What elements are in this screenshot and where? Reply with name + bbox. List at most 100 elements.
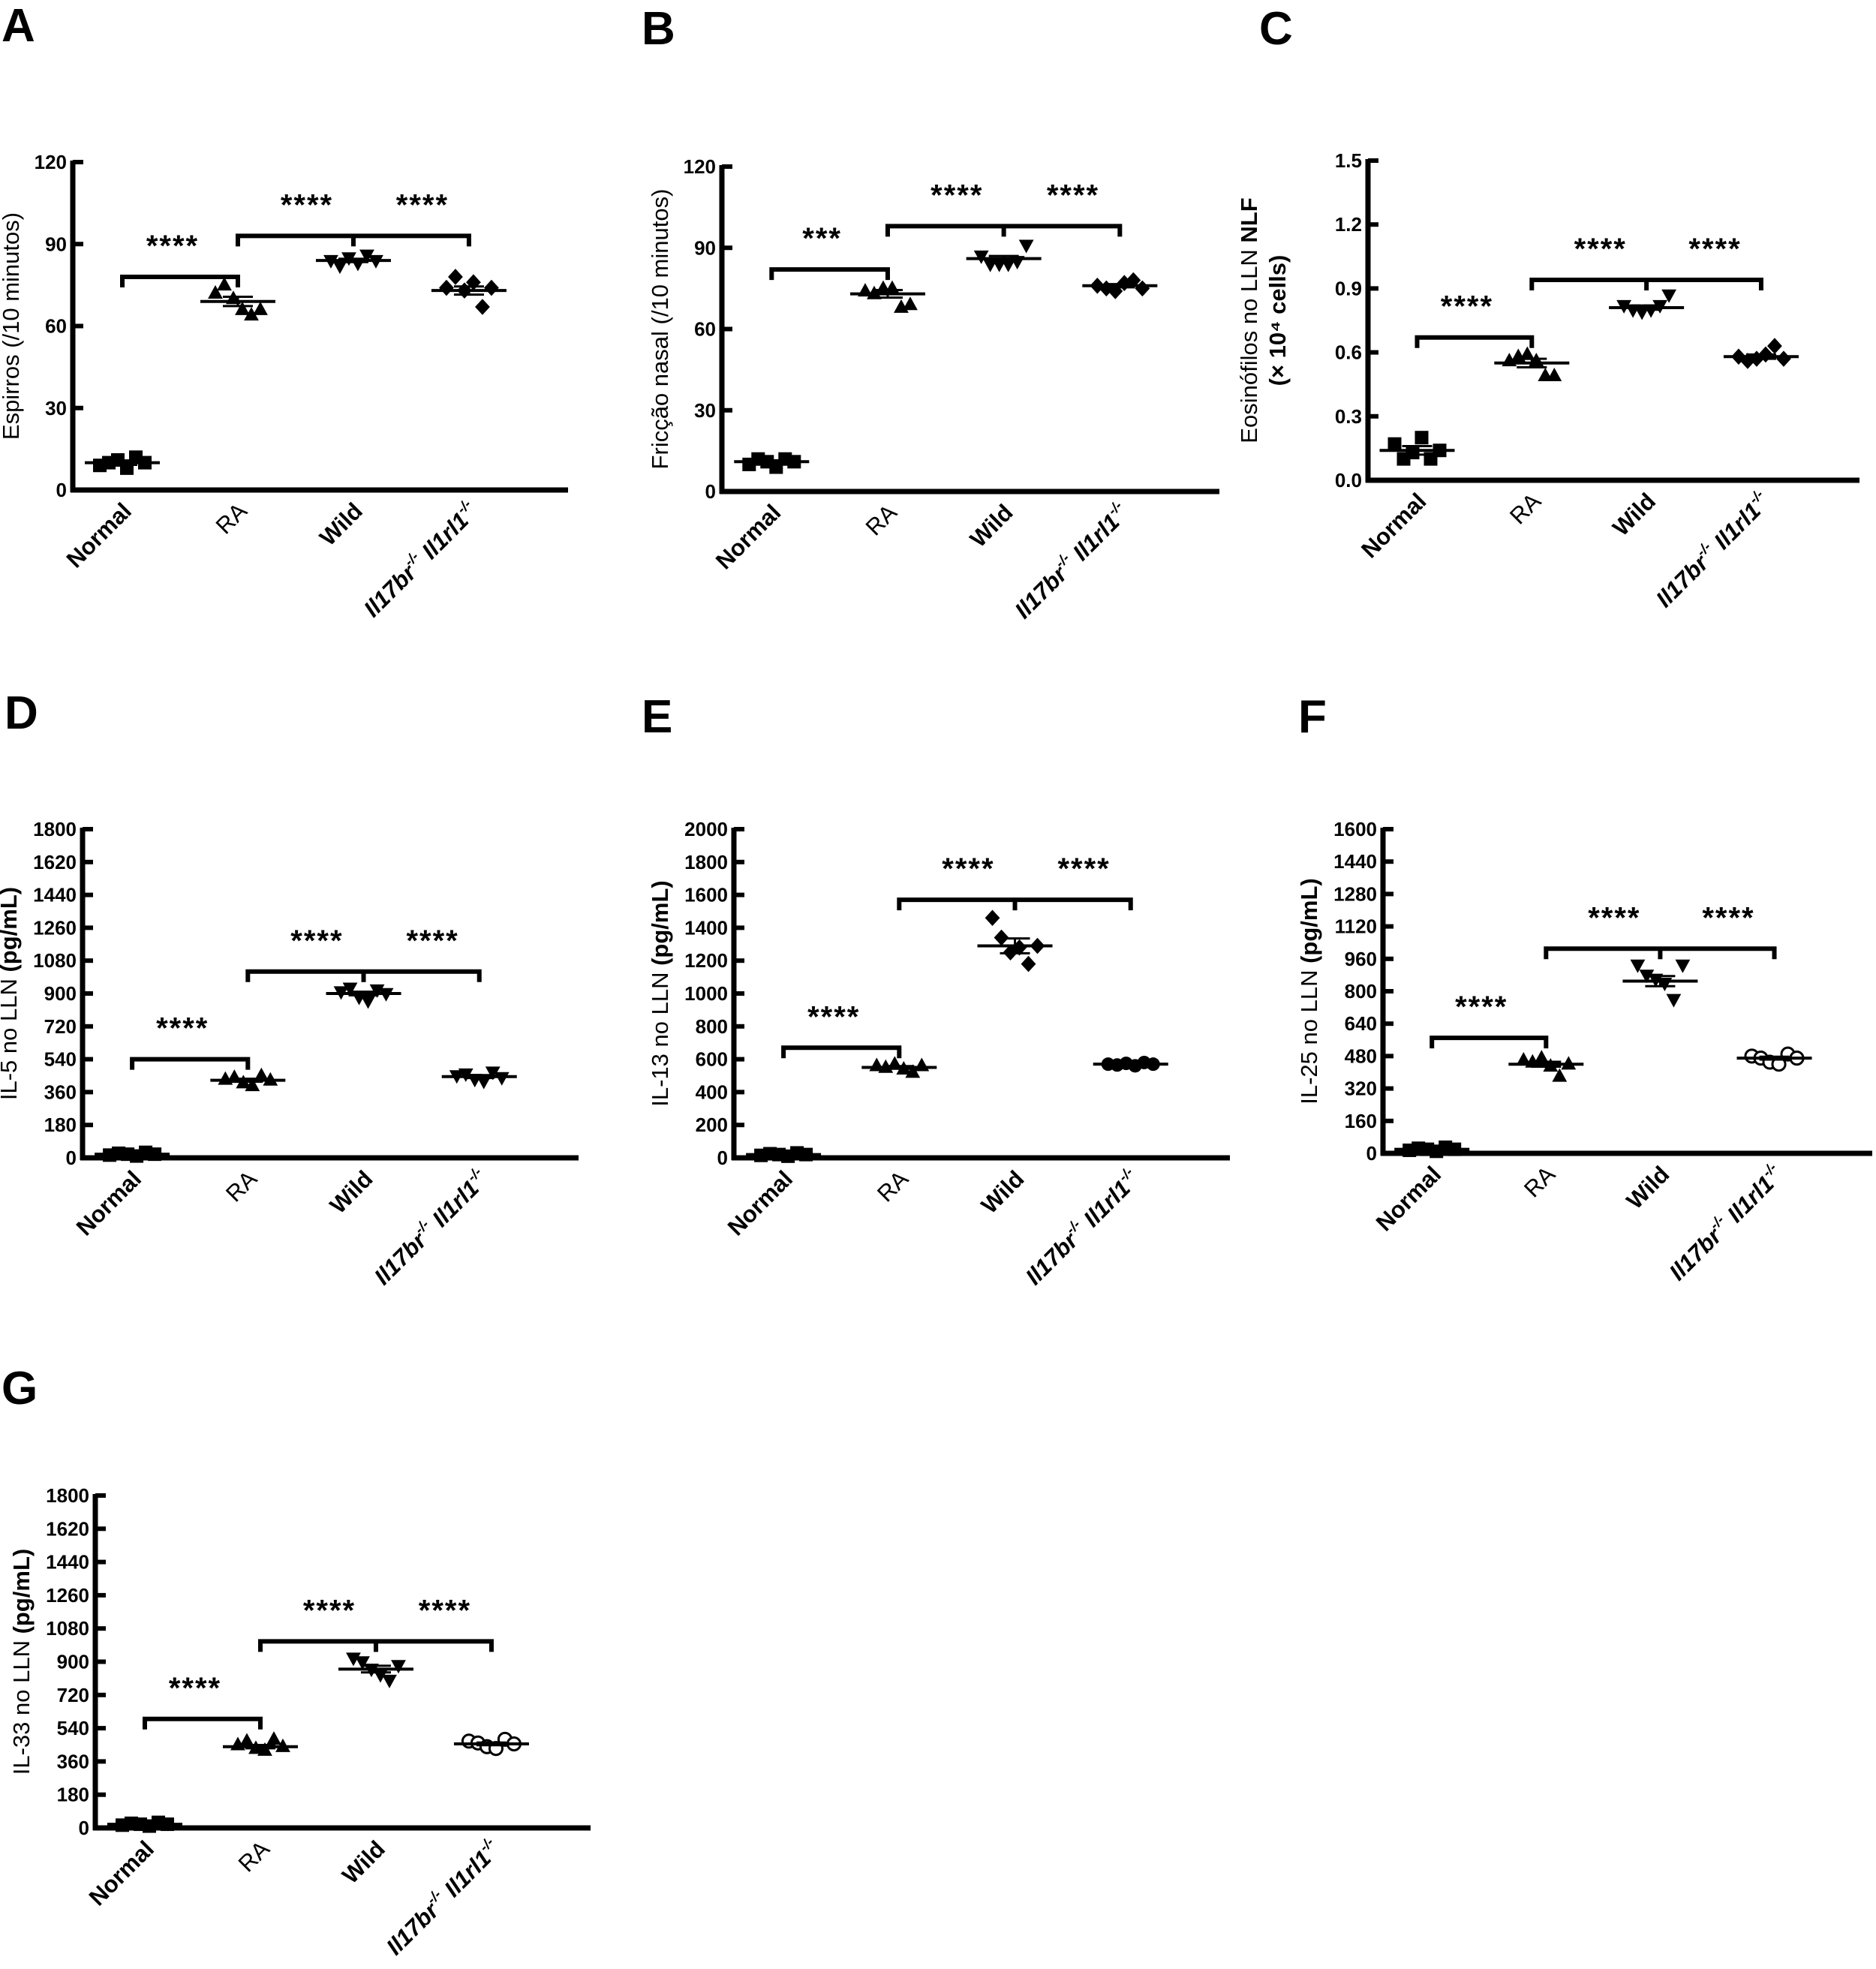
y-tick-label: 90 bbox=[694, 236, 716, 259]
x-tick-label-3: Wild bbox=[1607, 488, 1661, 541]
y-tick-label: 1440 bbox=[33, 884, 77, 906]
y-tick-label: 200 bbox=[696, 1114, 728, 1136]
significance-bracket-2: **** **** bbox=[1529, 233, 1763, 291]
x-tick-label-1: Normal bbox=[1356, 488, 1431, 563]
series-2 bbox=[210, 1067, 286, 1092]
y-axis-label: Eosinófilos no LLN NLF bbox=[1236, 197, 1262, 443]
series-4 bbox=[1736, 1046, 1812, 1072]
data-point bbox=[332, 260, 347, 275]
y-tick-label: 1800 bbox=[33, 818, 77, 840]
data-point bbox=[494, 1072, 510, 1086]
y-tick-label: 360 bbox=[57, 1750, 89, 1772]
series-4 bbox=[1082, 272, 1158, 299]
series-3 bbox=[338, 1652, 413, 1688]
significance-bracket-1: *** bbox=[769, 222, 890, 281]
x-tick-label-3: Wild bbox=[337, 1835, 390, 1889]
x-tick-label-2: RA bbox=[861, 499, 902, 540]
series-1 bbox=[1379, 431, 1455, 466]
series-3 bbox=[966, 239, 1042, 272]
significance-bracket-2: **** **** bbox=[245, 924, 482, 982]
series-1 bbox=[734, 452, 810, 474]
significance-label: **** bbox=[1057, 852, 1110, 885]
data-point bbox=[235, 301, 250, 315]
x-tick-label-1: Normal bbox=[84, 1835, 159, 1910]
data-point bbox=[1126, 272, 1141, 289]
data-point bbox=[1661, 289, 1677, 303]
series-1 bbox=[85, 450, 160, 475]
y-tick-label: 960 bbox=[1345, 948, 1377, 970]
significance-bracket-1: **** bbox=[143, 1672, 263, 1730]
x-tick-label-4: Il17br-/- Il1rl1-/- bbox=[1009, 498, 1134, 624]
series-2 bbox=[849, 280, 925, 313]
y-tick-label: 1.2 bbox=[1335, 213, 1362, 236]
y-tick-label: 1620 bbox=[33, 851, 77, 873]
data-point bbox=[914, 1057, 930, 1072]
data-point bbox=[475, 299, 490, 315]
y-tick-label: 1280 bbox=[1333, 882, 1377, 905]
data-point bbox=[1666, 994, 1682, 1008]
significance-label: **** bbox=[156, 1012, 209, 1045]
y-tick-label: 60 bbox=[45, 315, 67, 338]
data-point bbox=[903, 296, 918, 311]
series-4 bbox=[431, 269, 507, 315]
y-tick-label: 1120 bbox=[1335, 915, 1377, 938]
data-point bbox=[1387, 437, 1402, 451]
data-point bbox=[245, 1078, 260, 1092]
y-axis-label: Fricção nasal (/10 minutos) bbox=[647, 189, 673, 470]
significance-bracket-1: **** bbox=[1430, 991, 1549, 1049]
data-point bbox=[208, 285, 223, 299]
x-tick-label-4: Il17br-/- Il1rl1-/- bbox=[380, 1835, 506, 1960]
y-tick-label: 160 bbox=[1345, 1110, 1377, 1132]
data-point bbox=[1767, 338, 1782, 354]
panel-a: 0 30 60 90 120 Espirros (/10 minutos) Normal RA… bbox=[0, 151, 568, 622]
y-axis-label: IL-33 no LLN (pg/mL) bbox=[8, 1549, 35, 1775]
y-tick-label: 120 bbox=[684, 155, 716, 178]
significance-label: **** bbox=[1441, 290, 1493, 323]
series-2 bbox=[1508, 1050, 1584, 1082]
y-tick-label: 0.0 bbox=[1335, 469, 1362, 491]
series-3 bbox=[326, 982, 401, 1009]
y-tick-label: 1400 bbox=[684, 916, 728, 939]
significance-label: **** bbox=[1702, 901, 1754, 934]
y-tick-label: 400 bbox=[696, 1081, 728, 1103]
significance-bracket-2: **** **** bbox=[1544, 901, 1777, 960]
series-4 bbox=[1723, 338, 1799, 369]
data-point bbox=[391, 1660, 406, 1674]
series-3 bbox=[315, 249, 391, 275]
significance-label: **** bbox=[419, 1594, 471, 1627]
series-4 bbox=[1093, 1055, 1168, 1073]
data-point bbox=[1547, 368, 1562, 382]
significance-label: **** bbox=[807, 1000, 860, 1033]
y-tick-label: 0 bbox=[705, 480, 716, 503]
y-tick-label: 0.9 bbox=[1335, 277, 1362, 299]
x-tick-label-4: Il17br-/- Il1rl1-/- bbox=[1650, 487, 1775, 612]
y-tick-label: 800 bbox=[696, 1015, 728, 1038]
y-tick-label: 0 bbox=[56, 479, 67, 501]
data-point bbox=[1108, 283, 1123, 299]
series-1 bbox=[1394, 1140, 1470, 1159]
series-1 bbox=[95, 1145, 170, 1163]
y-tick-label: 180 bbox=[44, 1114, 77, 1136]
y-tick-label: 0 bbox=[717, 1147, 728, 1169]
y-tick-label: 0 bbox=[66, 1147, 77, 1169]
data-point bbox=[1516, 1052, 1532, 1066]
series-3 bbox=[1622, 959, 1698, 1008]
y-tick-label: 30 bbox=[45, 397, 67, 419]
significance-label: **** bbox=[406, 924, 458, 957]
significance-label: **** bbox=[303, 1594, 356, 1627]
series-2 bbox=[222, 1731, 298, 1756]
y-tick-label: 1260 bbox=[33, 916, 77, 939]
y-tick-label: 90 bbox=[45, 233, 67, 255]
y-axis-label: IL-5 no LLN (pg/mL) bbox=[0, 887, 22, 1100]
significance-label: **** bbox=[290, 924, 343, 957]
significance-bracket-2: **** **** bbox=[885, 179, 1123, 237]
y-tick-label: 320 bbox=[1345, 1078, 1377, 1100]
significance-label: **** bbox=[1047, 179, 1099, 212]
y-tick-label: 800 bbox=[1345, 980, 1377, 1003]
data-point bbox=[239, 1733, 254, 1747]
x-tick-label-3: Wild bbox=[314, 498, 368, 551]
series-2 bbox=[200, 277, 275, 321]
x-tick-label-3: Wild bbox=[325, 1165, 378, 1219]
x-tick-label-4: Il17br-/- Il1rl1-/- bbox=[358, 497, 483, 622]
x-tick-label-2: RA bbox=[221, 1165, 262, 1207]
